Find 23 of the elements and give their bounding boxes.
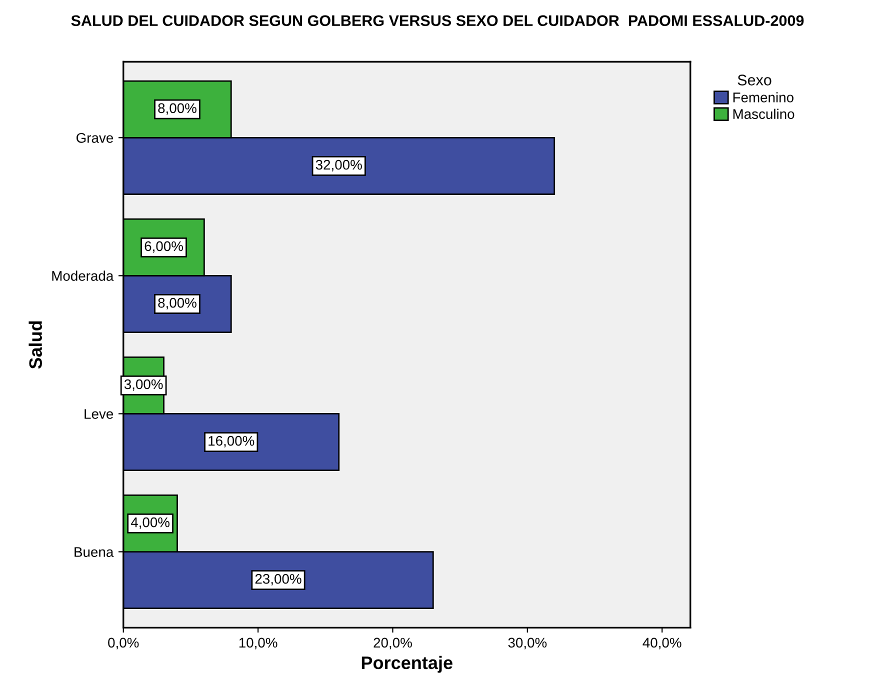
y-axis-title: Salud — [28, 321, 42, 369]
data-label: 16,00% — [208, 436, 254, 448]
data-label: 8,00% — [158, 103, 196, 115]
x-tick-label: 10,0% — [239, 638, 278, 650]
x-tick-label: 40,0% — [642, 638, 682, 650]
data-label: 32,00% — [316, 160, 362, 172]
legend-label: Masculino — [733, 108, 794, 119]
legend-label: Femenino — [733, 92, 794, 102]
x-tick-label: 30,0% — [508, 638, 547, 650]
data-label: 3,00% — [124, 379, 163, 391]
y-tick-label: Moderada — [52, 270, 114, 281]
x-axis-title: Porcentaje — [362, 656, 452, 673]
data-label: 8,00% — [158, 298, 196, 310]
y-tick-label: Grave — [76, 132, 114, 143]
y-tick-label: Buena — [74, 547, 114, 557]
chart-title: SALUD DEL CUIDADOR SEGUN GOLBERG VERSUS SEXO DEL CUIDADOR PADOMI ESSALUD-2009 — [71, 15, 804, 26]
x-tick-label: 0,0% — [108, 638, 139, 650]
data-label: 6,00% — [144, 241, 183, 253]
y-tick-label: Leve — [84, 409, 114, 419]
data-label: 23,00% — [255, 574, 302, 586]
data-label: 4,00% — [130, 517, 170, 529]
x-tick-label: 20,0% — [374, 638, 412, 650]
legend-title: Sexo — [738, 74, 772, 86]
